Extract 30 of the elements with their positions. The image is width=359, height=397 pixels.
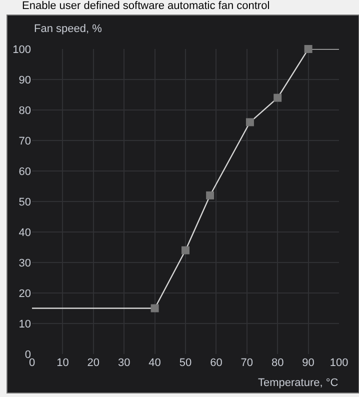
point [150, 304, 159, 312]
point [206, 191, 214, 200]
y-tick-label: 0 [24, 348, 31, 361]
x-tick-label: 100 [330, 357, 348, 369]
x-tick-label: 50 [179, 357, 192, 369]
y-tick-label: 80 [18, 104, 31, 117]
y-tick-label: 10 [18, 318, 31, 330]
x-tick-label: 70 [240, 357, 254, 369]
y-tick-label: 70 [18, 135, 31, 148]
x-tick-label: 30 [118, 357, 130, 369]
y-tick-label: 50 [18, 196, 31, 208]
x-tick-label: 10 [56, 357, 69, 369]
point [246, 118, 254, 126]
y-tick-label: 90 [18, 74, 31, 86]
point [182, 246, 190, 254]
y-tick-label: 40 [18, 226, 31, 239]
y-axis-title: Fan speed, % [34, 23, 102, 35]
y-tick-label: 100 [12, 44, 31, 56]
point [274, 94, 282, 102]
y-tick-label: 60 [18, 166, 31, 178]
text: Enable user defined software automatic fan control [22, 0, 270, 12]
x-axis-title: Temperature, °C [258, 377, 338, 389]
y-tick-label: 30 [18, 257, 31, 270]
point [304, 45, 312, 53]
x-tick-label: 60 [210, 357, 222, 369]
x-tick-label: 40 [148, 357, 161, 369]
x-tick-label: 20 [87, 357, 100, 369]
x-tick-label: 90 [302, 357, 314, 369]
x-tick-label: 80 [271, 357, 284, 369]
y-tick-label: 20 [18, 288, 31, 300]
